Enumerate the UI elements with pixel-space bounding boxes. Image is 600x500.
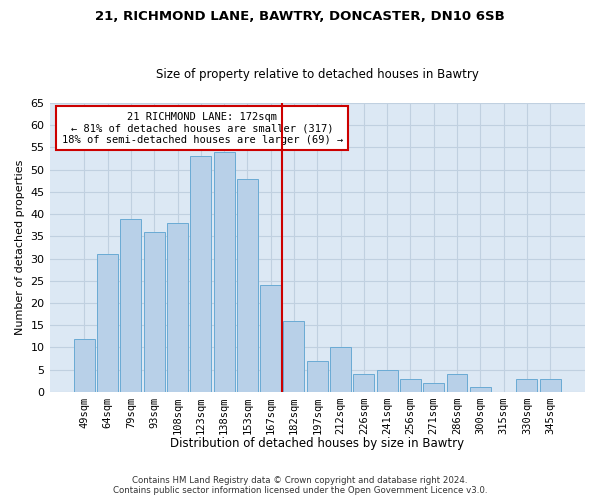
Bar: [214, 152, 235, 392]
Bar: [330, 348, 351, 392]
Text: 21 RICHMOND LANE: 172sqm
← 81% of detached houses are smaller (317)
18% of semi-: 21 RICHMOND LANE: 172sqm ← 81% of detach…: [62, 112, 343, 145]
Bar: [74, 338, 95, 392]
Bar: [470, 388, 491, 392]
Bar: [446, 374, 467, 392]
Text: Contains HM Land Registry data © Crown copyright and database right 2024.
Contai: Contains HM Land Registry data © Crown c…: [113, 476, 487, 495]
Bar: [167, 223, 188, 392]
Bar: [190, 156, 211, 392]
Bar: [353, 374, 374, 392]
X-axis label: Distribution of detached houses by size in Bawtry: Distribution of detached houses by size …: [170, 437, 464, 450]
Text: 21, RICHMOND LANE, BAWTRY, DONCASTER, DN10 6SB: 21, RICHMOND LANE, BAWTRY, DONCASTER, DN…: [95, 10, 505, 23]
Bar: [121, 218, 142, 392]
Bar: [377, 370, 398, 392]
Bar: [539, 378, 560, 392]
Bar: [260, 285, 281, 392]
Bar: [97, 254, 118, 392]
Bar: [307, 361, 328, 392]
Bar: [423, 383, 444, 392]
Bar: [517, 378, 538, 392]
Y-axis label: Number of detached properties: Number of detached properties: [15, 160, 25, 335]
Title: Size of property relative to detached houses in Bawtry: Size of property relative to detached ho…: [156, 68, 479, 81]
Bar: [400, 378, 421, 392]
Bar: [144, 232, 165, 392]
Bar: [237, 178, 258, 392]
Bar: [283, 321, 304, 392]
